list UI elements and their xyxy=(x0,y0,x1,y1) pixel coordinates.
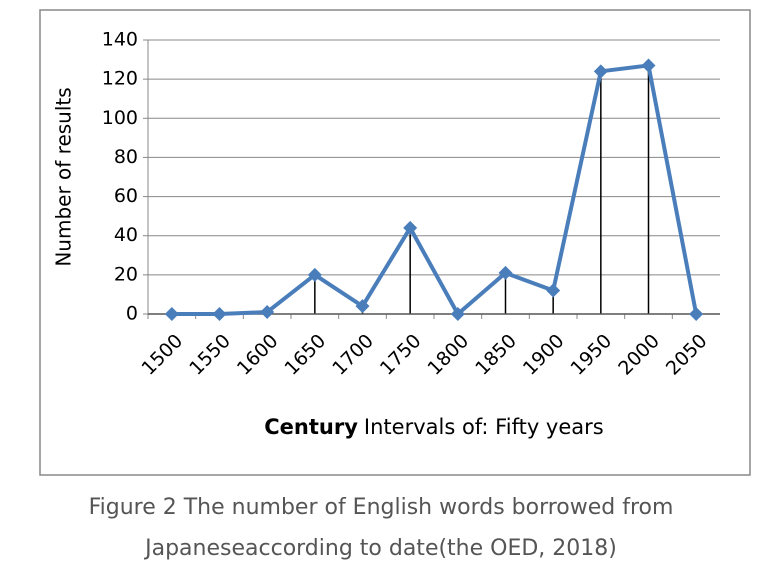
point-marker xyxy=(164,307,179,321)
y-tick-label: 0 xyxy=(126,303,138,325)
x-axis-title-bold: Century xyxy=(264,415,358,439)
point-marker xyxy=(212,307,227,321)
x-axis-title-rest: Intervals of: Fifty years xyxy=(364,415,604,439)
y-tick-label: 120 xyxy=(102,68,138,90)
caption-line: Figure 2 The number of English words bor… xyxy=(89,495,674,520)
y-tick-label: 80 xyxy=(114,146,138,168)
chart-frame xyxy=(39,9,751,476)
y-tick-label: 100 xyxy=(102,107,138,129)
point-marker xyxy=(689,307,704,321)
y-tick-label: 60 xyxy=(114,185,138,207)
y-tick-label: 40 xyxy=(114,224,138,246)
point-marker xyxy=(546,283,561,298)
point-marker xyxy=(593,64,608,79)
point-marker xyxy=(641,58,656,73)
point-marker xyxy=(450,307,465,321)
point-marker xyxy=(307,267,322,282)
caption-line: Japaneseaccording to date(the OED, 2018) xyxy=(143,536,617,561)
y-tick-label: 140 xyxy=(102,29,138,51)
y-axis-title: Number of results xyxy=(52,87,76,266)
x-axis-title: Century Intervals of: Fifty years xyxy=(264,415,603,439)
point-marker xyxy=(403,220,418,235)
point-marker xyxy=(355,299,370,314)
data-line xyxy=(171,63,699,316)
y-tick-label: 20 xyxy=(114,263,138,285)
point-marker xyxy=(260,305,275,320)
point-marker xyxy=(498,265,513,280)
